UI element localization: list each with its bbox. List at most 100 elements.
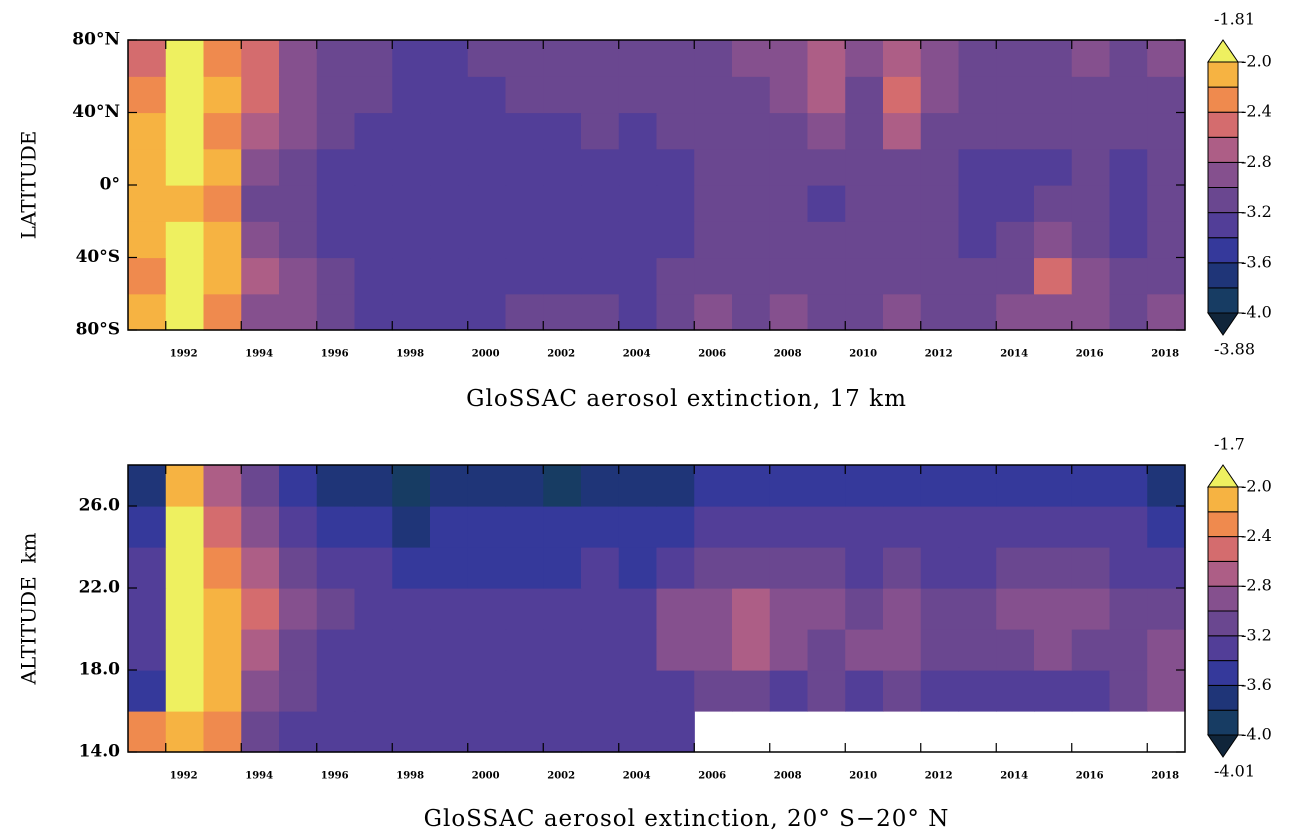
heat-cell [1071, 629, 1111, 671]
heat-cell [1034, 293, 1073, 331]
heat-cell [1147, 148, 1186, 186]
heat-cell [430, 257, 469, 295]
heat-cell [845, 257, 884, 295]
heat-cell [958, 670, 997, 712]
heat-cell [1147, 465, 1186, 507]
heat-cell [1109, 148, 1148, 186]
heat-cell [845, 506, 884, 548]
heat-cell [505, 711, 544, 753]
heat-cell [1109, 40, 1148, 77]
heat-cell [1034, 257, 1073, 295]
colorbar-tick-label: -4.0 [1241, 725, 1272, 744]
heat-cell [581, 257, 620, 295]
colorbar-tick-label: -2.4 [1241, 102, 1272, 121]
heat-cell [581, 221, 620, 259]
colorbar-bin [1207, 262, 1239, 289]
heat-cell [203, 293, 242, 331]
heat-cell [316, 221, 356, 259]
heat-cell [543, 112, 582, 150]
heat-cell [1109, 670, 1148, 712]
heat-cell [165, 670, 205, 712]
heat-cell [467, 465, 507, 507]
heat-cell [581, 148, 620, 186]
heat-cell [543, 588, 582, 630]
x-tick-label: 2014 [1000, 349, 1028, 360]
heat-cell [505, 670, 544, 712]
heat-cell [656, 148, 695, 186]
heat-cell [656, 711, 695, 753]
heat-cell [354, 547, 393, 589]
heat-cell [581, 112, 620, 150]
heat-cell [316, 588, 356, 630]
heat-cell [618, 40, 658, 77]
x-tick-label: 2018 [1151, 349, 1179, 360]
heat-cell [505, 629, 544, 671]
y-tick-label: 80°N [72, 30, 120, 50]
heat-cell [883, 670, 922, 712]
heat-cell [958, 148, 997, 186]
heat-cell [279, 293, 318, 331]
heat-cell [505, 506, 544, 548]
colorbar-tick-label: -2.0 [1241, 52, 1272, 71]
heat-cell [920, 76, 960, 114]
heat-cell [694, 293, 733, 331]
heat-cell [807, 148, 846, 186]
heat-cell [430, 629, 469, 671]
heat-cell [958, 588, 997, 630]
heat-cell [279, 185, 318, 222]
heat-cell [354, 221, 393, 259]
colorbar-tick-label: -4.0 [1241, 303, 1272, 322]
heat-cell [354, 76, 393, 114]
x-tick-label: 2008 [774, 349, 802, 360]
heat-cell [279, 148, 318, 186]
heat-cell [996, 112, 1035, 150]
heat-cell [505, 547, 544, 589]
heat-cell [996, 629, 1035, 671]
heat-cell [618, 221, 658, 259]
heat-cell [505, 293, 544, 331]
heat-cell [807, 629, 846, 671]
heat-cell [1071, 185, 1111, 222]
heat-cell [656, 257, 695, 295]
y-axis-label: LATITUDE [17, 131, 41, 240]
heat-cell [430, 185, 469, 222]
heat-cell [241, 112, 280, 150]
heat-cell [958, 293, 997, 331]
heat-cell [1147, 588, 1186, 630]
x-tick-label: 2002 [547, 771, 575, 782]
heat-cell [543, 148, 582, 186]
heat-cell [996, 465, 1035, 507]
heat-cell [732, 506, 771, 548]
heat-cell [128, 506, 167, 548]
heat-cell [845, 588, 884, 630]
colorbar-tick-label: -3.2 [1241, 625, 1272, 644]
heat-cell [920, 547, 960, 589]
heat-cell [279, 40, 318, 77]
x-tick-label: 1994 [245, 349, 273, 360]
heat-cell [505, 221, 544, 259]
colorbar-bin [1207, 610, 1239, 637]
heat-cell [543, 76, 582, 114]
heat-cell [430, 40, 469, 77]
x-tick-label: 2000 [472, 349, 500, 360]
heat-cell [920, 588, 960, 630]
heat-cell [1034, 588, 1073, 630]
heat-cell [316, 76, 356, 114]
heat-cell [845, 148, 884, 186]
heat-cell [883, 112, 922, 150]
heat-cell [1109, 506, 1148, 548]
colorbar-tick-label: -2.4 [1241, 526, 1272, 545]
heat-cell [807, 588, 846, 630]
heat-cell [845, 293, 884, 331]
heat-cell [807, 547, 846, 589]
heat-cell [845, 221, 884, 259]
heat-cell [354, 185, 393, 222]
heat-cell [958, 257, 997, 295]
heat-cell [732, 547, 771, 589]
heat-cell [543, 711, 582, 753]
heat-cell [392, 670, 431, 712]
x-tick-label: 2004 [623, 349, 651, 360]
heat-cell [354, 506, 393, 548]
heat-cell [316, 711, 356, 753]
